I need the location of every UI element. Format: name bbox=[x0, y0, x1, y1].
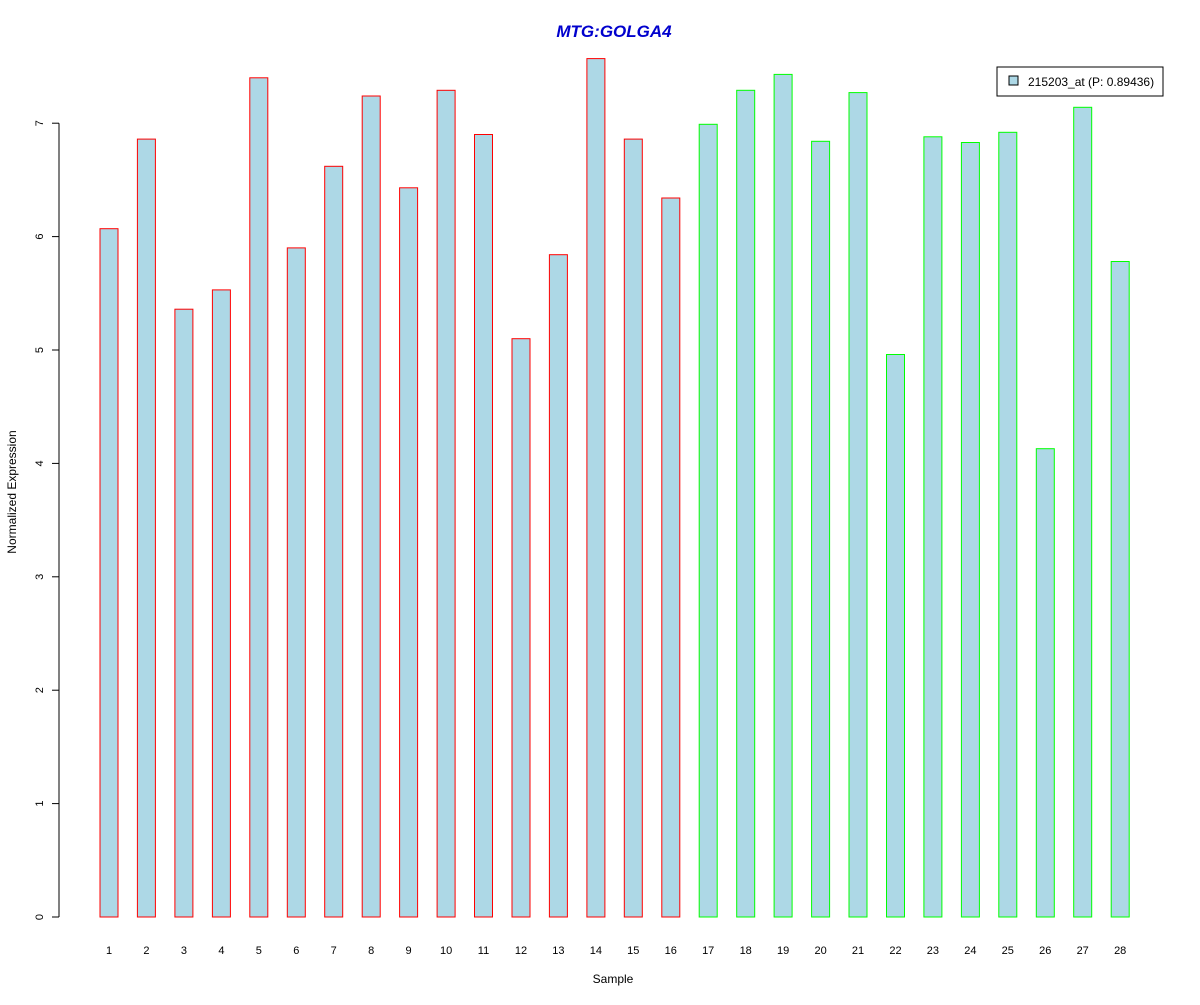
y-tick-label: 0 bbox=[34, 914, 46, 920]
y-tick-label: 7 bbox=[34, 120, 46, 126]
x-tick-label: 10 bbox=[440, 945, 452, 957]
bar-sample-10 bbox=[436, 89, 456, 918]
bar-sample-20 bbox=[811, 140, 831, 918]
bar-sample-2 bbox=[136, 138, 156, 918]
bar-sample-8 bbox=[361, 95, 381, 918]
x-tick-label: 7 bbox=[331, 945, 337, 957]
bar-sample-1 bbox=[99, 228, 119, 918]
bar-sample-24 bbox=[960, 142, 980, 918]
y-tick-label: 3 bbox=[34, 574, 46, 580]
x-tick-label: 27 bbox=[1077, 945, 1089, 957]
x-axis-title: Sample bbox=[593, 972, 634, 986]
legend-label: 215203_at (P: 0.89436) bbox=[1028, 75, 1154, 89]
bar-sample-21 bbox=[848, 92, 868, 918]
y-tick-label: 1 bbox=[34, 801, 46, 807]
x-tick-label: 20 bbox=[814, 945, 826, 957]
x-tick-label: 14 bbox=[590, 945, 602, 957]
bar-sample-16 bbox=[661, 197, 681, 918]
bar-sample-15 bbox=[623, 138, 643, 918]
x-tick-label: 17 bbox=[702, 945, 714, 957]
bar-sample-23 bbox=[923, 136, 943, 918]
x-tick-label: 22 bbox=[889, 945, 901, 957]
y-axis-title: Normalized Expression bbox=[5, 430, 19, 553]
x-tick-label: 5 bbox=[256, 945, 262, 957]
bar-sample-19 bbox=[773, 73, 793, 918]
x-tick-label: 19 bbox=[777, 945, 789, 957]
legend-box bbox=[996, 66, 1164, 97]
x-tick-label: 6 bbox=[293, 945, 299, 957]
x-tick-label: 13 bbox=[552, 945, 564, 957]
bar-sample-5 bbox=[249, 77, 269, 918]
x-tick-label: 4 bbox=[218, 945, 224, 957]
x-tick-label: 1 bbox=[106, 945, 112, 957]
y-tick-label: 4 bbox=[34, 460, 46, 466]
bar-sample-14 bbox=[586, 58, 606, 918]
bar-sample-26 bbox=[1035, 448, 1055, 918]
x-tick-labels: 1 2 3 4 5 6 7 8 9 10 11 12 13 14 15 16 17 18 19 20 21 22 23 24 2… bbox=[106, 945, 1126, 957]
bar-sample-18 bbox=[736, 89, 756, 918]
legend-swatch bbox=[1008, 75, 1019, 86]
x-tick-label: 28 bbox=[1114, 945, 1126, 957]
bar-sample-28 bbox=[1110, 261, 1130, 918]
bar-sample-9 bbox=[399, 187, 419, 918]
y-tick-label: 2 bbox=[34, 687, 46, 693]
y-axis: 0 1 2 3 4 5 6 7 bbox=[34, 120, 60, 920]
bars bbox=[99, 58, 1130, 918]
bar-sample-12 bbox=[511, 338, 531, 918]
chart-title: MTG:GOLGA4 bbox=[556, 22, 672, 41]
x-tick-label: 23 bbox=[927, 945, 939, 957]
x-tick-label: 21 bbox=[852, 945, 864, 957]
x-tick-label: 18 bbox=[740, 945, 752, 957]
legend: 215203_at (P: 0.89436) bbox=[996, 66, 1164, 97]
x-tick-label: 11 bbox=[478, 945, 489, 957]
bar-sample-22 bbox=[886, 354, 905, 918]
y-tick-label: 6 bbox=[34, 234, 46, 240]
y-tick-label: 5 bbox=[34, 347, 46, 353]
bar-sample-27 bbox=[1073, 106, 1093, 918]
bar-sample-4 bbox=[211, 289, 231, 918]
x-tick-label: 3 bbox=[181, 945, 187, 957]
bar-sample-7 bbox=[324, 165, 344, 918]
x-tick-label: 9 bbox=[406, 945, 412, 957]
bar-sample-6 bbox=[286, 247, 306, 918]
bar-sample-13 bbox=[548, 254, 568, 918]
bar-sample-3 bbox=[174, 308, 194, 918]
x-tick-label: 24 bbox=[964, 945, 976, 957]
x-tick-label: 16 bbox=[665, 945, 677, 957]
x-tick-label: 8 bbox=[368, 945, 374, 957]
bar-sample-17 bbox=[698, 123, 718, 918]
x-tick-label: 12 bbox=[515, 945, 527, 957]
bar-sample-11 bbox=[474, 134, 493, 918]
bar-sample-25 bbox=[998, 131, 1018, 918]
x-tick-label: 15 bbox=[627, 945, 639, 957]
x-tick-label: 26 bbox=[1039, 945, 1051, 957]
x-tick-label: 2 bbox=[143, 945, 149, 957]
x-tick-label: 25 bbox=[1002, 945, 1014, 957]
